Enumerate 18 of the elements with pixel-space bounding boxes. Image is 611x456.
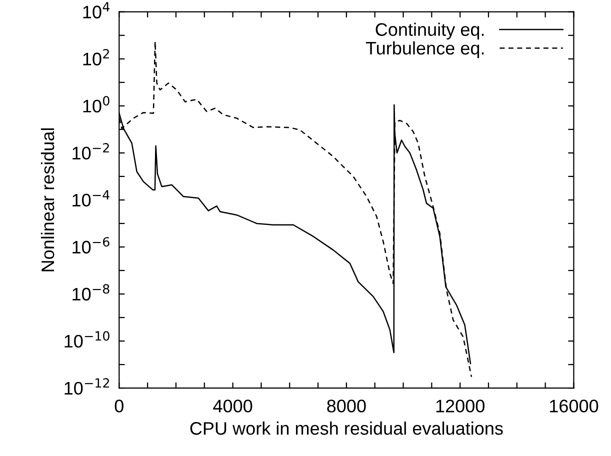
x-tick-label: 12000 [436,400,484,412]
x-tick-label: 16000 [550,400,598,412]
legend-label: Turbulence eq. [366,41,484,58]
legend-label: Continuity eq. [376,22,484,40]
y-axis-title: Nonlinear residual [40,128,54,272]
y-tick-label: 10$^{−6}$ [72,237,110,254]
y-tick-label: 10$^{0}$ [83,96,110,112]
y-tick-label: 10$^{−8}$ [72,284,110,301]
x-tick-label: 8000 [327,400,366,412]
y-tick-label: 10$^{−10}$ [64,331,110,348]
y-tick-label: 10$^{−12}$ [64,378,109,395]
x-tick-label: 0 [114,400,124,412]
y-tick-label: 10$^{−4}$ [72,190,110,207]
x-tick-label: 4000 [213,400,252,412]
x-axis-title: CPU work in mesh residual evaluations [190,422,503,435]
y-tick-label: 10$^{2}$ [83,48,109,66]
y-tick-label: 10$^{−2}$ [72,143,109,160]
y-tick-label: 10$^{4}$ [83,2,110,18]
